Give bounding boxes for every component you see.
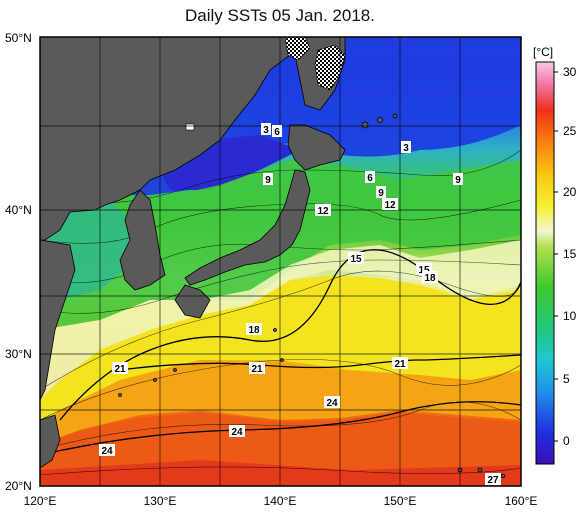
sea-surface-field	[40, 37, 521, 486]
svg-text:18: 18	[424, 273, 436, 284]
svg-text:18: 18	[248, 325, 260, 336]
contour-label: 18	[422, 271, 438, 284]
map-frame	[39, 36, 522, 487]
svg-text:3: 3	[263, 125, 269, 136]
colorbar-ticks: 30 25 20 15 10 5 0	[554, 65, 577, 448]
colorbar-tick-label: 10	[563, 309, 577, 323]
sea-ice-north	[284, 37, 311, 61]
svg-text:21: 21	[251, 364, 263, 375]
colorbar-tick-label: 30	[563, 65, 577, 79]
contour-label: 9	[453, 173, 463, 186]
lon-label-150: 150°E	[384, 494, 417, 508]
colorbar: [°C] 30 25 20 15 10 5 0	[533, 45, 577, 465]
sea-ice-sakhalin	[314, 44, 346, 91]
contour-label: 21	[392, 357, 408, 370]
contour-label: 24	[99, 444, 115, 457]
contour-label: 12	[315, 204, 331, 217]
contour-label: 24	[229, 425, 245, 438]
lon-label-140: 140°E	[264, 494, 297, 508]
contour-label: 21	[112, 362, 128, 375]
svg-text:9: 9	[265, 175, 271, 186]
svg-text:15: 15	[418, 265, 430, 276]
svg-text:9: 9	[378, 188, 384, 199]
svg-text:12: 12	[384, 200, 396, 211]
contour-label: 12	[382, 198, 398, 211]
contour-label: 9	[376, 186, 386, 199]
svg-text:24: 24	[326, 398, 338, 409]
svg-text:15: 15	[350, 254, 362, 265]
lat-label-50: 50°N	[5, 31, 32, 45]
colorbar-tick-label: 0	[563, 434, 570, 448]
map-title: Daily SSTs 05 Jan. 2018.	[185, 6, 375, 25]
lon-label-130: 130°E	[144, 494, 177, 508]
contour-label: 24	[324, 396, 340, 409]
lat-label-20: 20°N	[5, 479, 32, 493]
contour-label: 9	[263, 173, 273, 186]
contour-label: 21	[249, 362, 265, 375]
lon-label-120: 120°E	[24, 494, 57, 508]
colorbar-unit: [°C]	[533, 45, 553, 59]
graticule	[40, 37, 521, 486]
contour-label: 3	[401, 141, 411, 154]
svg-text:27: 27	[487, 475, 499, 486]
colorbar-tick-label: 25	[563, 124, 577, 138]
svg-text:6: 6	[274, 127, 280, 138]
svg-text:3: 3	[403, 143, 409, 154]
lon-label-160: 160°E	[505, 494, 538, 508]
colorbar-tick-label: 15	[563, 247, 577, 261]
longitude-labels: 120°E 130°E 140°E 150°E 160°E	[24, 494, 538, 508]
latitude-labels: 50°N 40°N 30°N 20°N	[5, 31, 32, 493]
svg-text:24: 24	[101, 446, 113, 457]
colorbar-tick-label: 5	[563, 372, 570, 386]
svg-text:24: 24	[231, 427, 243, 438]
contour-label: 3	[261, 123, 271, 136]
contour-label: 6	[272, 125, 282, 138]
lat-label-40: 40°N	[5, 203, 32, 217]
svg-text:6: 6	[367, 173, 373, 184]
contour-label: 18	[246, 323, 262, 336]
colorbar-tick-label: 20	[563, 185, 577, 199]
contour-label: 15	[348, 252, 364, 265]
lat-label-30: 30°N	[5, 347, 32, 361]
svg-text:9: 9	[455, 175, 461, 186]
contour-label: 27	[485, 473, 501, 486]
svg-text:12: 12	[317, 206, 329, 217]
contour-label: 6	[365, 171, 375, 184]
svg-text:21: 21	[114, 364, 126, 375]
lake-icon	[185, 123, 195, 131]
colorbar-scale	[535, 61, 555, 465]
svg-text:21: 21	[394, 359, 406, 370]
landmass	[40, 37, 506, 479]
